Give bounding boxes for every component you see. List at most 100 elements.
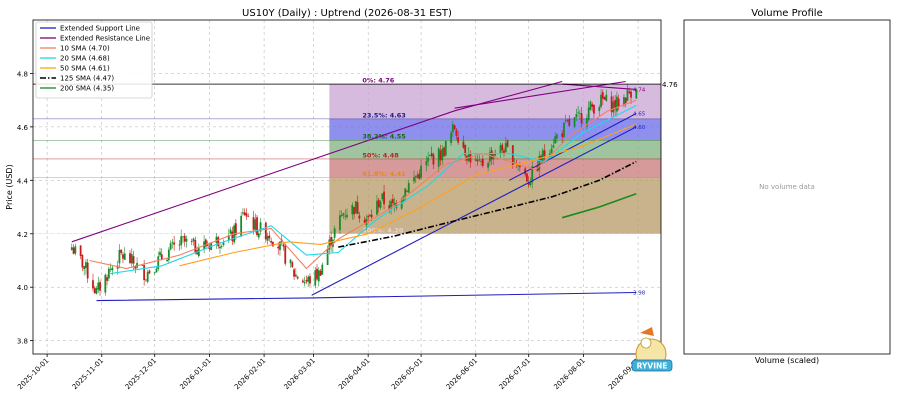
candle-body bbox=[478, 159, 481, 161]
candle-body bbox=[589, 101, 592, 110]
candle-body bbox=[305, 280, 308, 282]
candle-body bbox=[270, 240, 273, 243]
candle-body bbox=[511, 145, 514, 166]
fib-zone bbox=[329, 118, 661, 141]
candle-body bbox=[182, 236, 184, 238]
series-line bbox=[338, 160, 637, 248]
candle-body bbox=[432, 154, 435, 165]
candle-body bbox=[541, 150, 544, 163]
candle-body bbox=[610, 96, 613, 112]
series-line bbox=[454, 80, 626, 109]
candle-body bbox=[630, 91, 632, 98]
candle-body bbox=[598, 107, 601, 111]
candle-body bbox=[425, 160, 428, 166]
candle-body bbox=[86, 262, 89, 279]
candle-body bbox=[330, 236, 333, 246]
candle-body bbox=[586, 118, 588, 127]
candle-body bbox=[282, 244, 285, 247]
candle-body bbox=[107, 268, 110, 279]
candle-body bbox=[157, 256, 160, 269]
candle-body bbox=[561, 133, 564, 137]
candle-body bbox=[600, 94, 602, 107]
candle-body bbox=[573, 117, 576, 127]
ryvine-logo: RYVINE bbox=[631, 327, 673, 372]
candle-body bbox=[129, 253, 131, 264]
candlestick-layer bbox=[70, 84, 638, 296]
candle-body bbox=[427, 157, 430, 162]
fib-zone bbox=[329, 177, 661, 234]
candle-body bbox=[111, 267, 114, 271]
fib-level-label: 50%: 4.48 bbox=[362, 151, 399, 159]
candle-body bbox=[79, 245, 82, 256]
candle-body bbox=[120, 249, 123, 253]
candle-body bbox=[614, 99, 617, 110]
candle-body bbox=[333, 228, 336, 238]
candle-body bbox=[550, 148, 553, 154]
candle-body bbox=[469, 153, 472, 163]
candle-body bbox=[277, 246, 280, 249]
candle-body bbox=[266, 236, 269, 241]
series-line bbox=[311, 126, 637, 296]
volume-panel-title: Volume Profile bbox=[751, 8, 822, 19]
candle-body bbox=[429, 155, 431, 156]
candle-body bbox=[326, 249, 329, 266]
series-line bbox=[89, 99, 637, 270]
side-value-label: 3.98 bbox=[633, 291, 646, 297]
candle-body bbox=[317, 270, 320, 282]
logo-banner bbox=[631, 359, 673, 372]
candle-body bbox=[481, 159, 484, 166]
candle-body bbox=[74, 246, 77, 254]
candle-body bbox=[72, 247, 75, 254]
y-axis: 3.8 4.0 4.2 4.4 4.6 4.8 bbox=[17, 70, 33, 346]
candle-body bbox=[617, 98, 620, 107]
candle-body bbox=[563, 122, 565, 138]
candle-body bbox=[264, 222, 267, 240]
candle-body bbox=[490, 150, 493, 160]
candle-body bbox=[70, 247, 73, 250]
candle-body bbox=[257, 233, 260, 238]
candle-body bbox=[376, 200, 378, 215]
candle-body bbox=[626, 89, 629, 101]
candle-body bbox=[331, 239, 334, 247]
candle-body bbox=[104, 274, 107, 293]
fibonacci-layer: 0%: 4.76 23.5%: 4.63 38.2%: 4.55 50%: 4.48 6… bbox=[33, 77, 661, 234]
logo-text: RYVINE bbox=[637, 362, 668, 371]
candle-body bbox=[316, 268, 318, 280]
candle-body bbox=[141, 264, 144, 266]
candle-body bbox=[605, 94, 608, 101]
candle-body bbox=[416, 174, 419, 179]
candle-body bbox=[494, 153, 497, 156]
candle-body bbox=[217, 237, 220, 247]
candle-body bbox=[296, 276, 299, 279]
logo-face-icon bbox=[640, 337, 652, 349]
candle-body bbox=[159, 252, 161, 256]
legend-label: 50 SMA (4.61) bbox=[60, 65, 110, 73]
candle-body bbox=[284, 245, 287, 264]
candle-body bbox=[123, 253, 126, 260]
candle-body bbox=[587, 107, 590, 120]
candle-body bbox=[95, 288, 98, 294]
candle-body bbox=[180, 236, 183, 246]
y-tick-label: 4.2 bbox=[17, 231, 28, 239]
candle-body bbox=[106, 277, 108, 281]
volume-panel-frame bbox=[683, 19, 891, 355]
candle-body bbox=[254, 219, 257, 230]
volume-x-axis-label: Volume (scaled) bbox=[755, 356, 819, 365]
candle-body bbox=[575, 114, 578, 118]
candle-body bbox=[303, 282, 306, 284]
candle-body bbox=[531, 166, 534, 183]
candle-body bbox=[245, 213, 248, 217]
candle-body bbox=[97, 282, 100, 290]
fib-level-label: 0%: 4.76 bbox=[362, 77, 394, 85]
legend-label: 10 SMA (4.70) bbox=[60, 45, 110, 53]
candle-body bbox=[591, 104, 594, 107]
candle-body bbox=[169, 243, 172, 250]
candle-body bbox=[499, 145, 502, 154]
candle-body bbox=[593, 104, 595, 114]
candle-body bbox=[344, 215, 347, 217]
candle-body bbox=[418, 173, 421, 179]
candle-body bbox=[252, 217, 255, 230]
candle-body bbox=[443, 147, 445, 157]
candle-body bbox=[413, 177, 415, 182]
series-line bbox=[108, 105, 637, 275]
